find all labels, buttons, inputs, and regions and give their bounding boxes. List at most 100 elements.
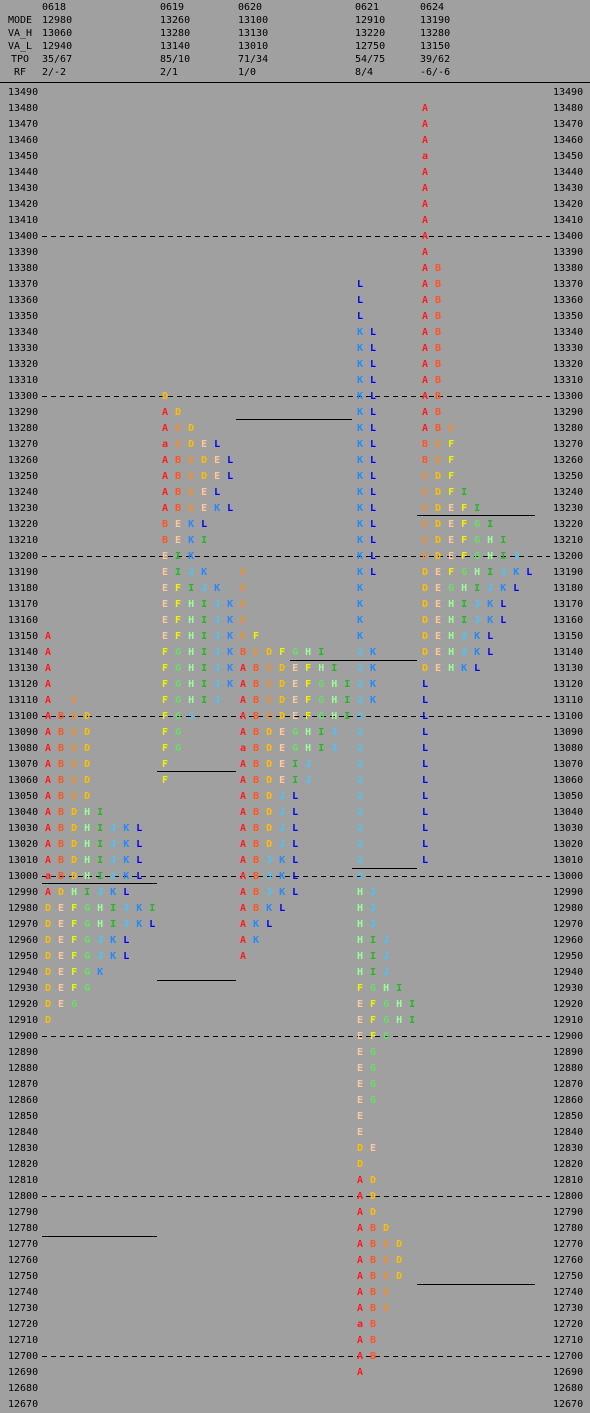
price-label-left: 12760 bbox=[8, 1255, 38, 1266]
tpo-row: FGJ bbox=[162, 711, 201, 722]
tpo-row: FGHIJ bbox=[162, 695, 227, 706]
tpo-row: KL bbox=[357, 375, 383, 386]
price-label-left: 12700 bbox=[8, 1351, 38, 1362]
price-label-right: 13300 bbox=[553, 391, 583, 402]
price-label-right: 12970 bbox=[553, 919, 583, 930]
price-label-right: 13170 bbox=[553, 599, 583, 610]
tpo-row: A bbox=[422, 167, 435, 178]
tpo-row: AB bbox=[422, 311, 448, 322]
price-label-right: 12680 bbox=[553, 1383, 583, 1394]
tpo-row: KL bbox=[357, 455, 383, 466]
tpo-row: F bbox=[162, 775, 175, 786]
price-label-left: 12770 bbox=[8, 1239, 38, 1250]
tpo-row: aCDEL bbox=[162, 439, 227, 450]
tpo-row: AB bbox=[422, 391, 448, 402]
price-label-left: 13240 bbox=[8, 487, 38, 498]
price-label-left: 12690 bbox=[8, 1367, 38, 1378]
stat-value: 71/34 bbox=[238, 54, 268, 65]
tpo-row: HJ bbox=[357, 887, 383, 898]
stat-value: 13130 bbox=[238, 28, 268, 39]
tpo-row: CDEFI bbox=[422, 503, 487, 514]
price-label-right: 13290 bbox=[553, 407, 583, 418]
price-label-right: 12850 bbox=[553, 1111, 583, 1122]
price-label-right: 13080 bbox=[553, 743, 583, 754]
tpo-row: L bbox=[357, 279, 370, 290]
price-label-right: 13010 bbox=[553, 855, 583, 866]
price-label-right: 12800 bbox=[553, 1191, 583, 1202]
tpo-row: DEHKL bbox=[422, 663, 487, 674]
tpo-row: A C bbox=[45, 695, 84, 706]
price-label-left: 13020 bbox=[8, 839, 38, 850]
date-label: 0621 bbox=[355, 2, 379, 13]
price-label-left: 13310 bbox=[8, 375, 38, 386]
tpo-row: E bbox=[357, 1111, 370, 1122]
stat-value: 2/-2 bbox=[42, 67, 66, 78]
price-label-left: 13490 bbox=[8, 87, 38, 98]
tpo-row: FGHIJK bbox=[162, 663, 240, 674]
tpo-row: ABJKL bbox=[240, 871, 305, 882]
tpo-row: J bbox=[357, 807, 370, 818]
price-label-right: 12950 bbox=[553, 951, 583, 962]
price-label-right: 13260 bbox=[553, 455, 583, 466]
tpo-row: J bbox=[357, 775, 370, 786]
tpo-row: L bbox=[422, 711, 435, 722]
tpo-row: a bbox=[422, 151, 435, 162]
price-label-right: 13380 bbox=[553, 263, 583, 274]
tpo-row: JK bbox=[357, 663, 383, 674]
price-label-left: 13130 bbox=[8, 663, 38, 674]
price-label-left: 13060 bbox=[8, 775, 38, 786]
stat-value: 12750 bbox=[355, 41, 385, 52]
price-label-right: 12960 bbox=[553, 935, 583, 946]
tpo-row: ABDJL bbox=[240, 791, 305, 802]
stat-value: 12940 bbox=[42, 41, 72, 52]
tpo-row: AD bbox=[357, 1191, 383, 1202]
tpo-row: J bbox=[357, 743, 370, 754]
price-label-right: 13150 bbox=[553, 631, 583, 642]
tpo-row: J bbox=[357, 823, 370, 834]
tpo-row: AK bbox=[240, 935, 266, 946]
price-label-right: 12810 bbox=[553, 1175, 583, 1186]
tpo-row: ABDHIJKL bbox=[45, 855, 149, 866]
price-label-left: 12880 bbox=[8, 1063, 38, 1074]
tpo-row: C bbox=[240, 567, 253, 578]
price-label-right: 13250 bbox=[553, 471, 583, 482]
price-label-left: 13460 bbox=[8, 135, 38, 146]
tpo-row: L bbox=[422, 775, 435, 786]
tpo-row: AB bbox=[422, 343, 448, 354]
tpo-row: K bbox=[357, 583, 370, 594]
tpo-row: BEKL bbox=[162, 519, 214, 530]
tpo-row: K bbox=[357, 599, 370, 610]
tpo-row: ABC bbox=[357, 1303, 396, 1314]
price-label-right: 13480 bbox=[553, 103, 583, 114]
tpo-row: ABCD bbox=[357, 1255, 409, 1266]
price-label-right: 13120 bbox=[553, 679, 583, 690]
price-label-right: 13440 bbox=[553, 167, 583, 178]
tpo-row: ABCDEL bbox=[162, 455, 240, 466]
price-label-right: 12710 bbox=[553, 1335, 583, 1346]
price-label-right: 13200 bbox=[553, 551, 583, 562]
tpo-row: DEFGJKL bbox=[45, 951, 136, 962]
tpo-row: KL bbox=[357, 407, 383, 418]
tpo-row: KL bbox=[357, 359, 383, 370]
price-label-left: 13180 bbox=[8, 583, 38, 594]
price-label-left: 12740 bbox=[8, 1287, 38, 1298]
price-label-right: 13050 bbox=[553, 791, 583, 802]
price-label-left: 12670 bbox=[8, 1399, 38, 1410]
tpo-row: E bbox=[357, 1127, 370, 1138]
price-label-left: 13430 bbox=[8, 183, 38, 194]
price-label-left: 12890 bbox=[8, 1047, 38, 1058]
price-label-right: 13140 bbox=[553, 647, 583, 658]
tpo-row: AB bbox=[422, 327, 448, 338]
price-label-left: 13160 bbox=[8, 615, 38, 626]
tpo-row: DEG bbox=[45, 999, 84, 1010]
price-label-right: 12730 bbox=[553, 1303, 583, 1314]
price-label-left: 13030 bbox=[8, 823, 38, 834]
tpo-row: HIJ bbox=[357, 935, 396, 946]
tpo-row: L bbox=[422, 679, 435, 690]
price-label-right: 13210 bbox=[553, 535, 583, 546]
tpo-row: CDEFGI bbox=[422, 519, 500, 530]
tpo-row: EFHIJK bbox=[162, 631, 240, 642]
price-label-right: 12930 bbox=[553, 983, 583, 994]
price-label-left: 12930 bbox=[8, 983, 38, 994]
